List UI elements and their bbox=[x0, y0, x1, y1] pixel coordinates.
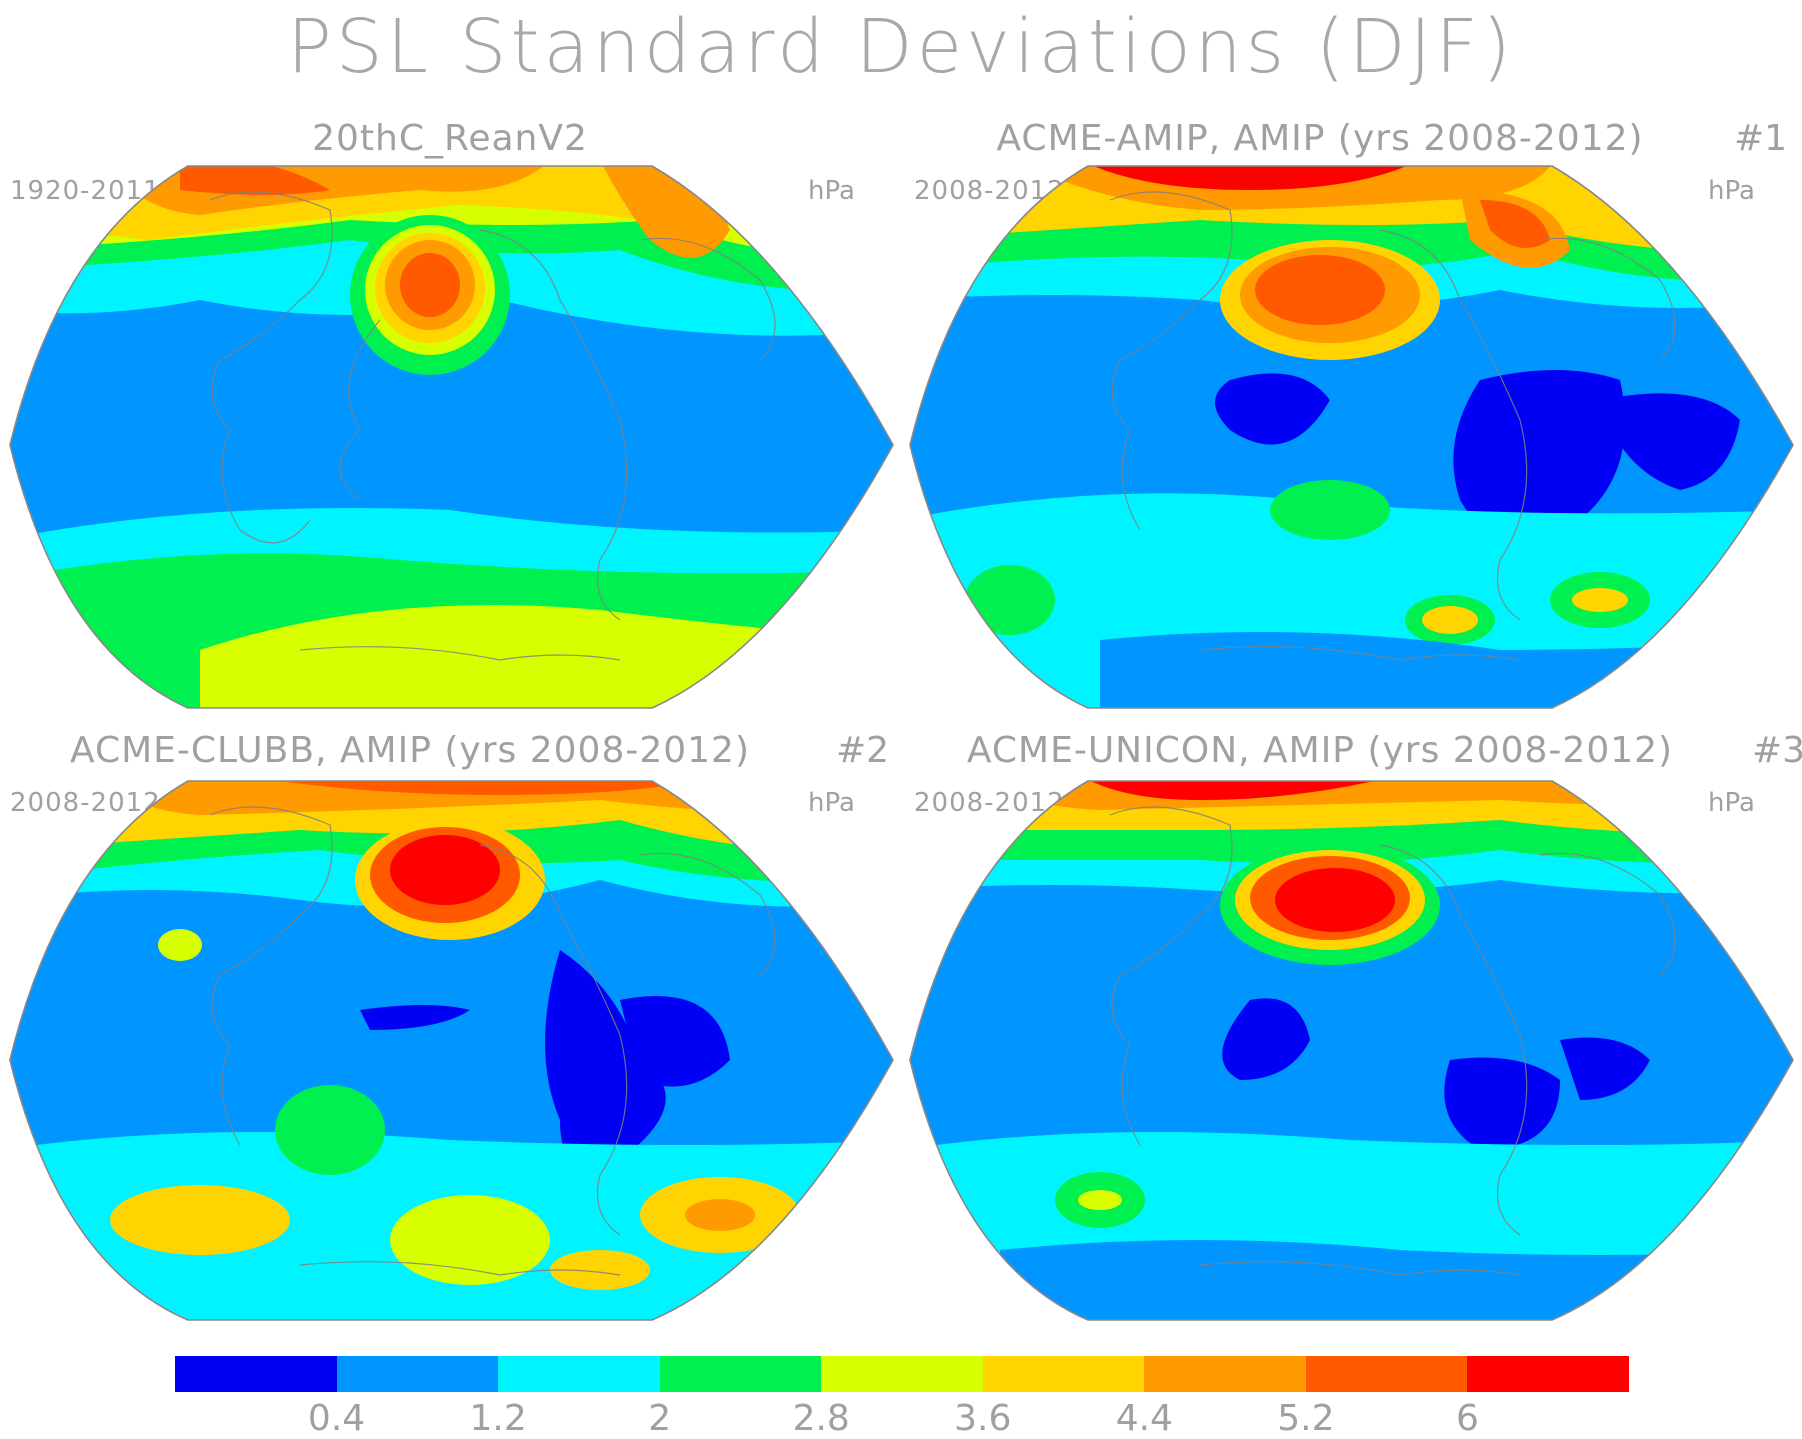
map-acme-amip bbox=[910, 166, 1793, 708]
map-acme-unicon bbox=[910, 781, 1793, 1320]
panel-years: 2008-2012 bbox=[914, 788, 1065, 818]
colorbar-tick-label: 4.4 bbox=[1115, 1398, 1173, 1439]
colorbar-tick-label: 3.6 bbox=[954, 1398, 1012, 1439]
panel-number: #3 bbox=[1752, 730, 1802, 771]
panel-units: hPa bbox=[1708, 176, 1755, 206]
panel-acme-amip: ACME-AMIP, AMIP (yrs 2008-2012) #1 2008-… bbox=[900, 118, 1800, 728]
colorbar-tick-label: 5.2 bbox=[1277, 1398, 1335, 1439]
map-20thc-reanv2 bbox=[10, 166, 893, 708]
colorbar-tick-label: 2 bbox=[648, 1398, 672, 1439]
panel-years: 2008-2012 bbox=[10, 788, 161, 818]
colorbar-swatch bbox=[982, 1356, 1145, 1392]
panel-units: hPa bbox=[808, 176, 855, 206]
colorbar-swatch bbox=[1144, 1356, 1307, 1392]
panel-number: #2 bbox=[836, 730, 890, 771]
map-acme-clubb bbox=[10, 781, 893, 1320]
colorbar-tick-label: 2.8 bbox=[792, 1398, 850, 1439]
colorbar-swatch bbox=[659, 1356, 822, 1392]
colorbar bbox=[175, 1356, 1630, 1392]
panel-acme-clubb: ACME-CLUBB, AMIP (yrs 2008-2012) #2 2008… bbox=[0, 730, 900, 1340]
colorbar-tick-label: 6 bbox=[1455, 1398, 1479, 1439]
panel-acme-unicon: ACME-UNICON, AMIP (yrs 2008-2012) #3 200… bbox=[900, 730, 1802, 1340]
panel-title: ACME-CLUBB, AMIP (yrs 2008-2012) bbox=[69, 730, 751, 771]
colorbar-swatch bbox=[1305, 1356, 1468, 1392]
colorbar-swatch bbox=[1467, 1356, 1630, 1392]
panel-title: ACME-UNICON, AMIP (yrs 2008-2012) bbox=[966, 730, 1674, 771]
colorbar-swatch bbox=[498, 1356, 661, 1392]
panel-20thc-reanv2: 20thC_ReanV2 1920-2011 hPa bbox=[0, 118, 900, 728]
panel-years: 1920-2011 bbox=[10, 176, 161, 206]
figure-title: PSL Standard Deviations (DJF) bbox=[287, 4, 1515, 90]
colorbar-swatch bbox=[821, 1356, 984, 1392]
colorbar-tick-label: 0.4 bbox=[307, 1398, 366, 1439]
colorbar-swatch bbox=[175, 1356, 338, 1392]
panel-title: ACME-AMIP, AMIP (yrs 2008-2012) bbox=[996, 118, 1644, 159]
panel-units: hPa bbox=[808, 788, 855, 818]
colorbar-swatch bbox=[336, 1356, 499, 1392]
panel-units: hPa bbox=[1708, 788, 1755, 818]
panel-title: 20thC_ReanV2 bbox=[312, 118, 588, 159]
panel-number: #1 bbox=[1734, 118, 1788, 159]
colorbar-tick-label: 1.2 bbox=[469, 1398, 527, 1439]
